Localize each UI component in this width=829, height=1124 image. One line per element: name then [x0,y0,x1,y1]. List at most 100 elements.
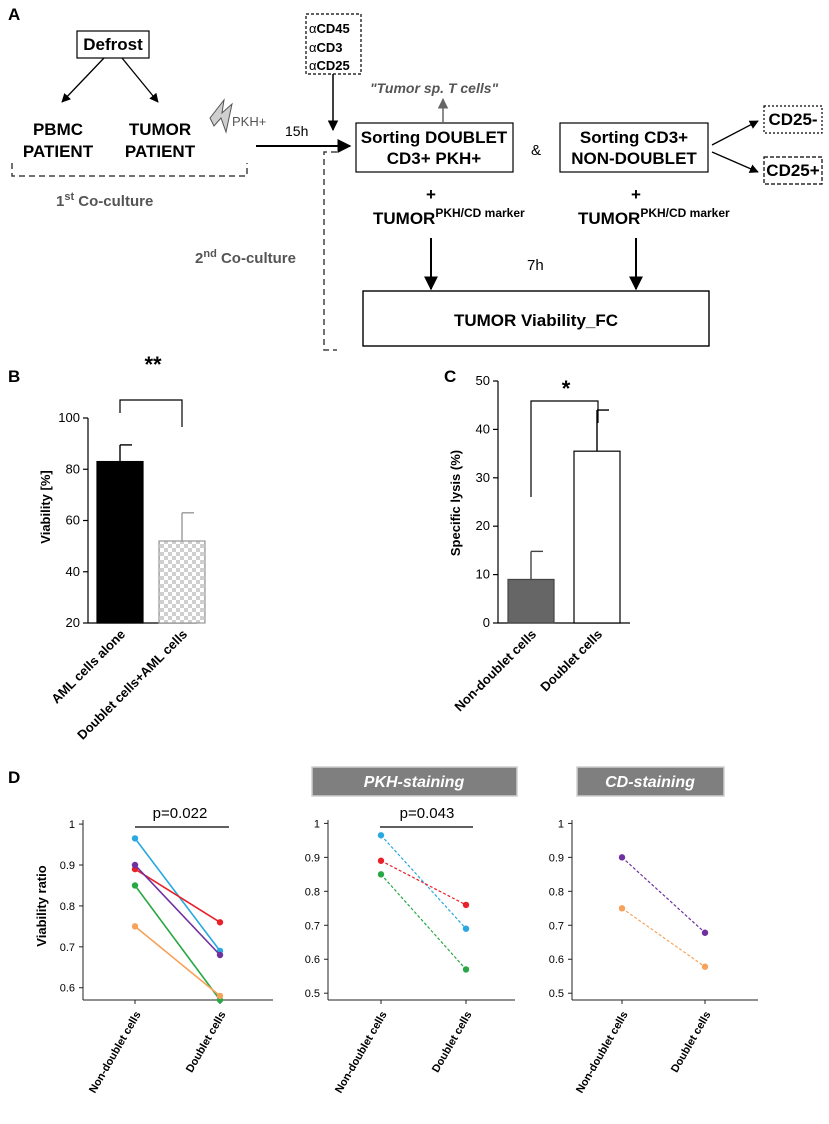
C-bar-1 [573,450,621,624]
arrow-to-tumor [121,57,159,103]
time-7h-label: 7h [527,257,544,274]
D1-point-purple-1 [216,951,224,959]
D2-ytick-label-0: 0.5 [305,988,320,1000]
C-ytick-label-5: 50 [476,373,490,388]
D2-ytick-label-5: 1 [314,818,320,830]
plus-left: + [426,185,436,204]
D3-ytick-label-0: 0.5 [549,988,564,1000]
D3-ytick-label-2: 0.7 [549,920,564,932]
cd-staining-label: CD-staining [605,774,695,791]
cd25-neg-label: CD25- [768,110,817,129]
arrow-to-cd25-pos [711,151,759,173]
arrow-to-cd25-neg [711,120,759,146]
B-ytick-label-1: 40 [66,564,80,579]
panel-c-bar-chart: C Specific lysis (%) * 0 10 20 30 40 50 Non-do… [444,367,630,714]
D1-series-line-green [134,884,221,1001]
B-bar-0 [96,460,144,624]
antibody-cd25: αCD25 [309,58,350,73]
D1-ytick-label-4: 1 [69,819,75,831]
defrost-label: Defrost [83,35,143,54]
defrost-box [76,30,150,59]
D2-series-line-blue [380,834,467,930]
D1-series-line-orange [134,925,221,997]
cd25-pos-label: CD25+ [766,161,819,180]
D3-ytick-label-1: 0.6 [549,954,564,966]
D3-series-line-purple [621,856,706,934]
panel-a-flow-diagram: A Defrost PBMC PATIENT TUMOR PATIENT PKH… [8,5,823,351]
panel-c-significance-bracket [530,400,599,497]
C-ytick-label-3: 30 [476,470,490,485]
first-coculture-label: 1st Co-culture [56,191,153,210]
D2-category-label-0: Non-doublet cells [333,1010,390,1096]
D1-point-orange-1 [216,992,224,1000]
D3-ytick-label-3: 0.8 [549,886,564,898]
panel-b-y-axis-label: Viability [%] [38,470,53,543]
B-category-label-1: Doublet cells+AML cells [74,627,190,743]
C-category-label-1: Doublet cells [537,627,605,695]
D1-category-label-1: Doublet cells [184,1010,229,1075]
panel-label-a: A [8,5,20,24]
D1-ytick-label-0: 0.6 [60,983,75,995]
cd-staining-header [576,766,725,797]
tumor-viability-label: TUMOR Viability_FC [454,311,618,330]
D1-ytick-label-2: 0.8 [60,901,75,913]
D1-point-red-1 [216,919,224,926]
D3-series-line-orange [621,907,706,968]
C-ytick-label-2: 20 [476,518,490,533]
second-coculture-bracket [323,151,337,351]
panel-b-significance-bracket [119,399,183,427]
lightning-icon [209,98,233,134]
B-bar-1 [158,540,206,624]
pkh-staining-header [311,766,518,797]
panel-label-c: C [444,367,456,386]
tumor-label-line2: PATIENT [125,142,196,161]
D3-point-purple-0 [618,854,626,861]
sorting-cd3-line1: Sorting CD3+ [580,128,688,147]
panel-d-line-charts: D Viability ratio p=0.022 p=0.043 PKH-st… [8,766,758,1096]
panel-label-d: D [8,768,20,787]
D1-point-purple-0 [131,861,139,869]
D2-point-red-0 [377,857,385,864]
panel-d-y-axis-label: Viability ratio [34,865,49,946]
D2-category-label-1: Doublet cells [430,1010,475,1075]
B-ytick-label-4: 100 [58,410,80,425]
D3-point-orange-1 [701,963,709,970]
sorting-doublet-line2: CD3+ PKH+ [387,149,482,168]
D3-point-orange-0 [618,905,626,912]
plus-right: + [631,185,641,204]
panel-c-y-axis-label: Specific lysis (%) [448,450,463,556]
D1-point-blue-0 [131,835,139,842]
panel-d2-pvalue: p=0.043 [400,805,455,822]
D3-ytick-label-5: 1 [558,818,564,830]
ampersand: & [531,142,541,159]
sorting-doublet-line1: Sorting DOUBLET [361,128,508,147]
D3-category-label-0: Non-doublet cells [574,1010,631,1096]
tumor-marker-right: TUMORPKH/CD marker [578,206,730,228]
second-coculture-label: 2nd Co-culture [195,248,296,267]
D2-series-line-green [380,873,467,970]
B-ytick-label-2: 60 [66,513,80,528]
time-15h-label: 15h [285,123,308,139]
B-ytick-label-0: 20 [66,615,80,630]
D3-category-label-1: Doublet cells [669,1010,714,1075]
D2-point-green-1 [462,966,470,973]
D1-point-green-0 [131,882,139,889]
D1-ytick-label-3: 0.9 [60,860,75,872]
D2-point-green-0 [377,871,385,878]
C-category-label-0: Non-doublet cells [451,627,539,715]
cd25-pos-box [763,156,823,185]
pbmc-label-line2: PATIENT [23,142,94,161]
D1-point-orange-0 [131,923,139,930]
panel-label-b: B [8,367,20,386]
C-ytick-label-0: 0 [483,615,490,630]
C-ytick-label-1: 10 [476,567,490,582]
D1-category-label-0: Non-doublet cells [87,1010,144,1096]
D2-point-blue-0 [377,832,385,839]
tumor-viability-box [362,290,710,347]
panel-d1-pvalue: p=0.022 [153,805,208,822]
panel-b-significance: ** [144,352,162,377]
D1-series-line-purple [134,864,221,956]
tumor-sp-t-cells-label: "Tumor sp. T cells" [370,80,499,96]
